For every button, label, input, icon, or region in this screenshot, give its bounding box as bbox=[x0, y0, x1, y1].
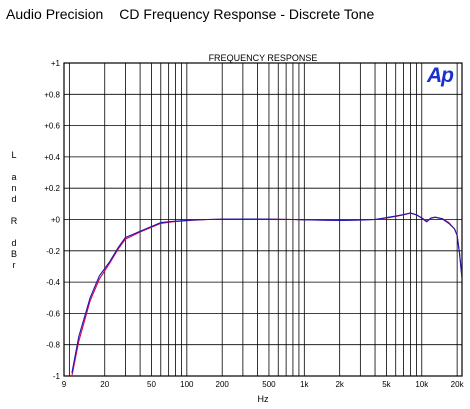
plot-frame bbox=[63, 62, 463, 377]
y-tick-label: +1 bbox=[51, 59, 61, 68]
x-tick-label: 9 bbox=[62, 380, 67, 389]
y-tick-label: -1 bbox=[53, 372, 61, 381]
y-axis-label-char: a bbox=[11, 172, 17, 182]
y-axis-label-char bbox=[8, 227, 20, 238]
y-tick-label: -0.6 bbox=[46, 309, 60, 318]
chart-title: FREQUENCY RESPONSE bbox=[209, 53, 318, 63]
y-axis-label-char bbox=[8, 205, 20, 216]
y-tick-label: -0.4 bbox=[46, 278, 60, 287]
y-axis-label-char: B bbox=[10, 249, 17, 259]
x-tick-label: 100 bbox=[180, 380, 194, 389]
x-tick-label: 20k bbox=[451, 380, 465, 389]
y-tick-label: +0.8 bbox=[44, 90, 60, 99]
y-tick-label: +0 bbox=[51, 216, 61, 225]
x-tick-label: 10k bbox=[415, 380, 429, 389]
y-axis-label-char bbox=[8, 161, 20, 172]
y-axis-label-char: n bbox=[11, 183, 17, 193]
y-axis-label-char: d bbox=[11, 238, 17, 248]
series-layer bbox=[71, 212, 462, 376]
x-tick-label: 5k bbox=[382, 380, 391, 389]
series-line-2 bbox=[71, 212, 462, 374]
y-tick-label: +0.4 bbox=[44, 153, 60, 162]
ap-logo: Ap bbox=[427, 64, 454, 87]
y-tick-label: -0.2 bbox=[46, 247, 60, 256]
x-tick-label: 200 bbox=[216, 380, 230, 389]
page-title: CD Frequency Response - Discrete Tone bbox=[119, 6, 375, 22]
y-tick-label: -0.8 bbox=[46, 341, 60, 350]
brand-name: Audio Precision bbox=[6, 6, 104, 22]
y-axis-label-char: R bbox=[10, 216, 18, 226]
y-axis-label-char: L bbox=[11, 150, 17, 160]
x-tick-label: 2k bbox=[335, 380, 344, 389]
y-axis-label-char: d bbox=[11, 194, 17, 204]
x-axis-label: Hz bbox=[258, 394, 269, 404]
x-tick-label: 50 bbox=[147, 380, 156, 389]
y-tick-label: +0.6 bbox=[44, 122, 60, 131]
chart-header: Audio Precision CD Frequency Response - D… bbox=[6, 6, 374, 22]
y-tick-label: +0.2 bbox=[44, 184, 60, 193]
y-axis-label-char: r bbox=[12, 260, 16, 270]
tick-labels: +1 +0.8 +0.6 +0.4 +0.2 +0 -0.2 -0.4 -0.6 -0.8 -19 2… bbox=[44, 59, 464, 389]
x-tick-label: 500 bbox=[262, 380, 276, 389]
x-tick-label: 20 bbox=[100, 380, 109, 389]
x-tick-label: 1k bbox=[300, 380, 309, 389]
